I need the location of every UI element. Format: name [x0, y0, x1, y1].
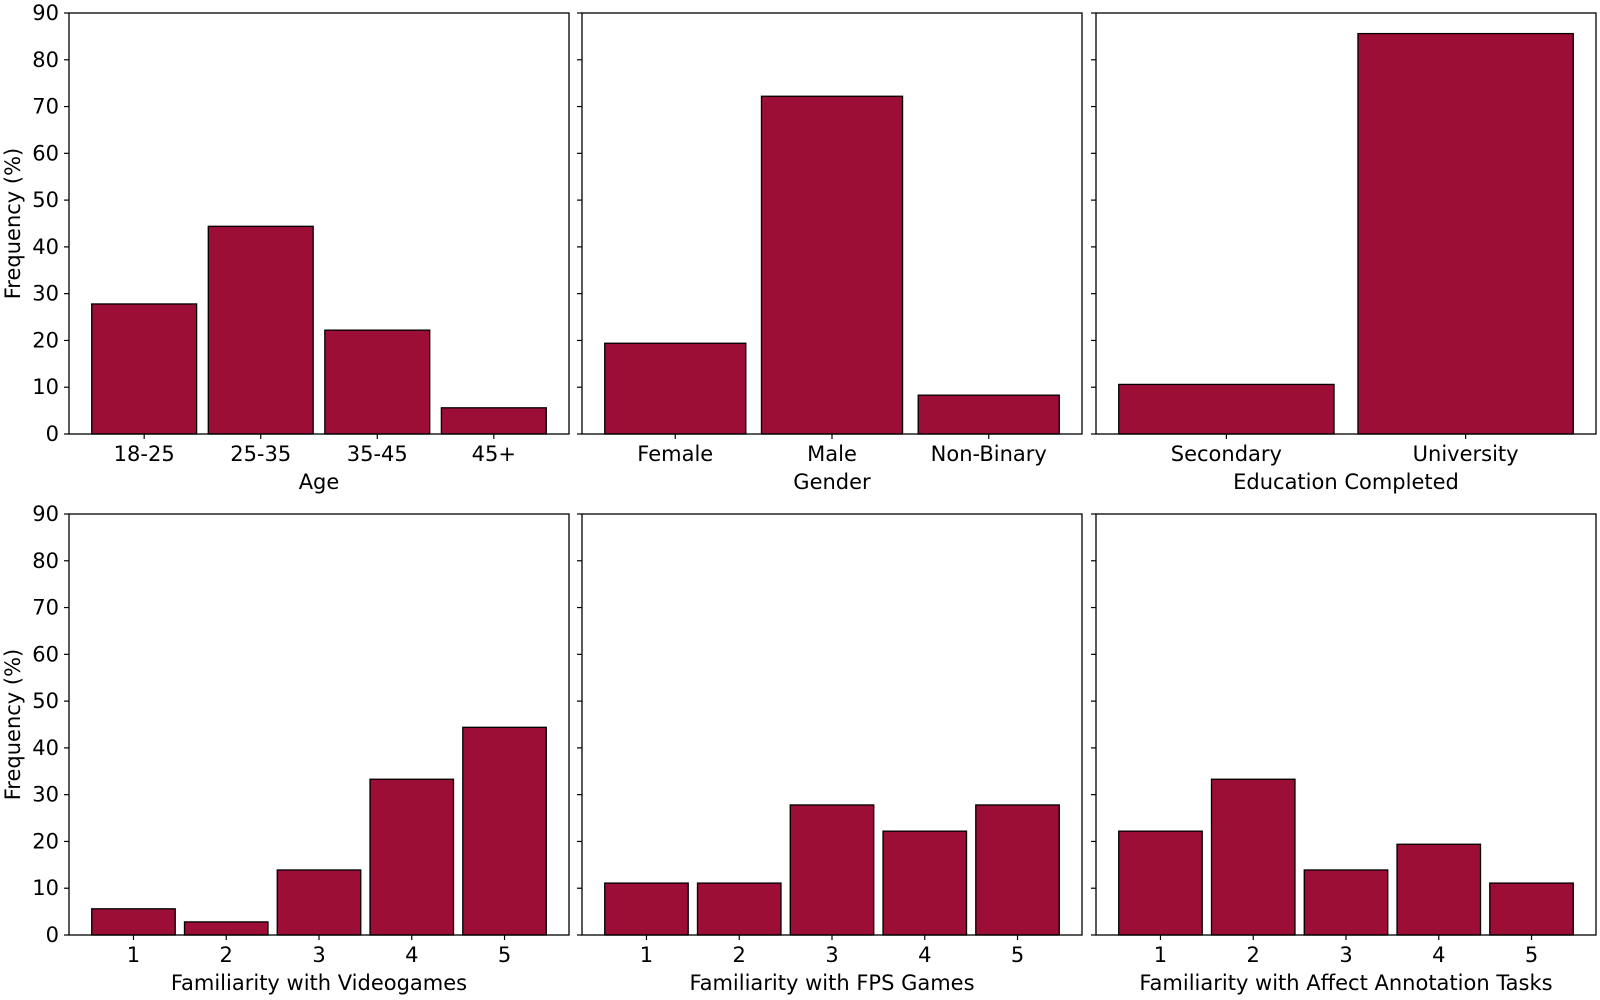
y-tick-label: 0	[46, 923, 59, 947]
chart-panel: 18-25 25-35 35-45 45+ 0 10 20 30 40 50 60 70 80 90 Age…	[1, 1, 570, 494]
x-tick-label: 3	[1339, 943, 1352, 967]
x-tick-label: 4	[918, 943, 931, 967]
bar	[91, 303, 198, 435]
x-tick-label: 1	[1154, 943, 1167, 967]
x-axis-label: Education Completed	[1233, 470, 1459, 494]
bar	[1396, 843, 1482, 936]
y-tick-label: 10	[32, 876, 59, 900]
y-tick-label: 50	[32, 689, 59, 713]
bar	[1489, 882, 1574, 936]
y-tick-label: 80	[32, 549, 59, 573]
x-axis-label: Familiarity with FPS Games	[689, 971, 974, 995]
y-tick-label: 10	[32, 375, 59, 399]
chart-panel: 1 2 3 4 5 Familiarity with Affect Annotation …	[1091, 513, 1597, 995]
bar	[183, 921, 269, 936]
bar	[975, 804, 1060, 936]
x-tick-label: 1	[127, 943, 140, 967]
bar	[696, 882, 782, 936]
x-tick-label: 5	[1525, 943, 1538, 967]
bar	[760, 95, 904, 435]
bar	[1357, 32, 1574, 435]
axes-frame	[68, 513, 570, 936]
y-tick-label: 90	[32, 502, 59, 526]
x-tick-label: 2	[733, 943, 746, 967]
y-tick-label: 50	[32, 188, 59, 212]
x-tick-label: 1	[640, 943, 653, 967]
chart-panel: 1 2 3 4 5 Familiarity with FPS Games	[577, 513, 1083, 995]
x-tick-label: 35-45	[347, 442, 408, 466]
bar	[369, 778, 455, 936]
axes-frame	[68, 12, 570, 435]
y-tick-label: 80	[32, 48, 59, 72]
x-tick-label: 4	[405, 943, 418, 967]
y-tick-label: 70	[32, 95, 59, 119]
x-tick-label: University	[1413, 442, 1519, 466]
x-tick-label: Female	[637, 442, 713, 466]
y-tick-label: 60	[32, 141, 59, 165]
y-tick-label: 20	[32, 328, 59, 352]
y-tick-label: 30	[32, 282, 59, 306]
x-tick-label: Male	[807, 442, 857, 466]
y-axis-label: Frequency (%)	[1, 649, 25, 801]
bar	[882, 830, 968, 936]
x-tick-label: Non-Binary	[931, 442, 1047, 466]
bar	[1303, 869, 1389, 936]
y-tick-label: 0	[46, 422, 59, 446]
y-tick-label: 70	[32, 596, 59, 620]
x-axis-label: Familiarity with Videogames	[171, 971, 467, 995]
chart-panel: Secondary University Education Completed	[1091, 12, 1597, 494]
bar	[276, 869, 362, 936]
x-tick-label: 5	[498, 943, 511, 967]
bar	[91, 908, 176, 936]
x-axis-label: Familiarity with Affect Annotation Tasks	[1139, 971, 1552, 995]
x-tick-label: 4	[1432, 943, 1445, 967]
axes-frame	[1095, 12, 1597, 435]
y-tick-label: 40	[32, 235, 59, 259]
axes-frame	[581, 12, 1083, 435]
x-tick-label: 3	[825, 943, 838, 967]
x-tick-label: 2	[220, 943, 233, 967]
bar	[917, 394, 1060, 435]
y-tick-label: 90	[32, 1, 59, 25]
y-tick-label: 60	[32, 642, 59, 666]
x-axis-label: Gender	[793, 470, 871, 494]
bar	[604, 342, 747, 435]
bar	[207, 225, 314, 435]
bar	[1210, 778, 1296, 936]
y-tick-label: 30	[32, 783, 59, 807]
x-axis-label: Age	[299, 470, 340, 494]
x-tick-label: 3	[312, 943, 325, 967]
bar	[1118, 830, 1203, 936]
axes-frame	[581, 513, 1083, 936]
chart-panel: Female Male Non-Binary Gender	[577, 12, 1083, 494]
axes-frame	[1095, 513, 1597, 936]
bar	[462, 726, 547, 936]
bar	[324, 329, 431, 435]
bar	[604, 882, 689, 936]
x-tick-label: 25-35	[230, 442, 291, 466]
bar	[789, 804, 875, 936]
y-axis-label: Frequency (%)	[1, 148, 25, 300]
y-tick-label: 40	[32, 736, 59, 760]
x-tick-label: Secondary	[1171, 442, 1282, 466]
x-tick-label: 2	[1247, 943, 1260, 967]
bar	[1118, 383, 1335, 435]
x-tick-label: 5	[1011, 943, 1024, 967]
x-tick-label: 18-25	[114, 442, 175, 466]
bar	[440, 407, 547, 435]
x-tick-label: 45+	[472, 442, 516, 466]
y-tick-label: 20	[32, 829, 59, 853]
